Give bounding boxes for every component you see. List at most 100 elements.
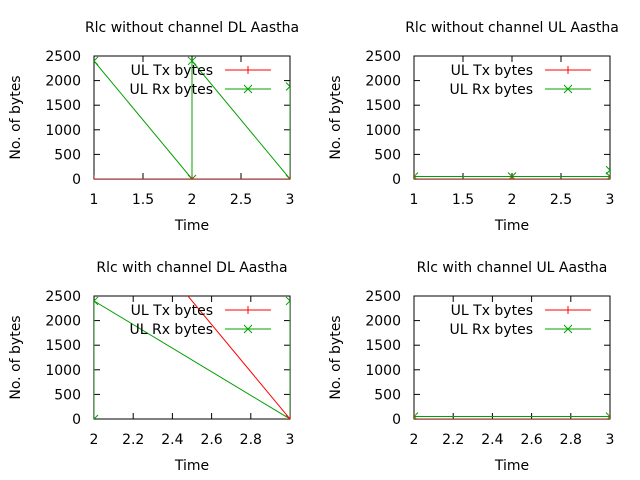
series-ul-tx-bytes	[187, 296, 290, 419]
legend-marker	[564, 66, 572, 74]
x-tick-label: 2	[508, 192, 517, 208]
x-axis-label: Time	[494, 218, 529, 234]
series-line	[414, 170, 610, 178]
x-tick-label: 2	[90, 432, 99, 448]
data-point	[508, 175, 516, 179]
legend-label: UL Rx bytes	[129, 322, 213, 338]
legend-marker	[563, 324, 573, 334]
x-tick-label: 2.2	[442, 432, 464, 448]
data-point	[94, 296, 99, 306]
data-point	[94, 56, 99, 66]
legend-marker	[243, 324, 253, 334]
y-tick-label: 2500	[45, 289, 81, 305]
chart-title: Rlc without channel DL Aastha	[85, 20, 299, 36]
series-ul-rx-bytes	[94, 56, 290, 179]
legend: UL Tx bytes UL Rx bytes	[449, 303, 591, 338]
y-tick-label: 2000	[365, 74, 401, 90]
x-axis-label: Time	[174, 218, 209, 234]
chart-panel-2: Rlc without channel UL Aastha Time No. of …	[328, 20, 619, 234]
chart-panel-3: Rlc with channel DL Aastha Time No. of byt…	[8, 260, 295, 474]
y-tick-label: 2000	[45, 74, 81, 90]
data-point	[188, 175, 196, 179]
legend-marker	[244, 66, 252, 74]
y-tick-label: 2000	[45, 314, 81, 330]
y-axis-label: No. of bytes	[8, 75, 24, 159]
data-point	[94, 175, 98, 179]
legend-label: UL Rx bytes	[449, 322, 533, 338]
y-tick-label: 2500	[45, 49, 81, 65]
x-tick-label: 2.5	[550, 192, 572, 208]
y-tick-label: 1000	[45, 123, 81, 139]
y-tick-label: 1500	[45, 98, 81, 114]
x-tick-label: 1.5	[132, 192, 154, 208]
x-tick-label: 2.5	[230, 192, 252, 208]
x-tick-label: 3	[286, 192, 295, 208]
legend-label: UL Tx bytes	[131, 63, 213, 79]
y-tick-label: 1500	[365, 338, 401, 354]
legend-marker	[244, 306, 252, 314]
x-tick-label: 2.6	[200, 432, 222, 448]
legend-label: UL Tx bytes	[451, 63, 533, 79]
series-line	[94, 300, 290, 419]
chart-title: Rlc with channel UL Aastha	[417, 260, 608, 276]
y-tick-label: 500	[374, 147, 401, 163]
y-tick-label: 0	[392, 412, 401, 428]
series-ul-rx-bytes	[414, 412, 610, 419]
x-tick-label: 1	[410, 192, 419, 208]
legend-label: UL Rx bytes	[449, 82, 533, 98]
x-axis-label: Time	[494, 458, 529, 474]
data-point	[414, 412, 419, 419]
y-tick-label: 500	[374, 387, 401, 403]
x-tick-label: 2.4	[481, 432, 503, 448]
x-tick-label: 2.8	[560, 432, 582, 448]
legend: UL Tx bytes UL Rx bytes	[129, 303, 271, 338]
y-tick-label: 1500	[365, 98, 401, 114]
data-point	[605, 412, 610, 419]
chart-panel-1: Rlc without channel DL Aastha Time No. of …	[8, 20, 299, 234]
y-tick-label: 1500	[45, 338, 81, 354]
data-point	[414, 172, 419, 179]
y-axis-label: No. of bytes	[8, 315, 24, 399]
x-axis-label: Time	[174, 458, 209, 474]
x-tick-label: 2.8	[240, 432, 262, 448]
x-tick-label: 1	[90, 192, 99, 208]
legend: UL Tx bytes UL Rx bytes	[449, 63, 591, 98]
x-tick-label: 3	[606, 192, 615, 208]
data-point	[605, 172, 610, 179]
y-tick-label: 0	[72, 412, 81, 428]
x-tick-label: 2	[188, 192, 197, 208]
x-tick-label: 2.6	[520, 432, 542, 448]
data-point	[605, 165, 610, 175]
chart-panel-4: Rlc with channel UL Aastha Time No. of byt…	[328, 260, 614, 474]
legend-marker	[564, 306, 572, 314]
x-tick-label: 1.5	[452, 192, 474, 208]
x-tick-label: 3	[606, 432, 615, 448]
y-axis-label: No. of bytes	[328, 315, 344, 399]
data-point	[187, 174, 197, 179]
y-tick-label: 2000	[365, 314, 401, 330]
data-point	[285, 174, 290, 179]
x-tick-label: 3	[286, 432, 295, 448]
y-axis-label: No. of bytes	[328, 75, 344, 159]
legend-label: UL Tx bytes	[451, 303, 533, 319]
legend-marker	[243, 84, 253, 94]
legend-label: UL Rx bytes	[129, 82, 213, 98]
data-point	[94, 414, 99, 419]
y-tick-label: 2500	[365, 49, 401, 65]
x-tick-label: 2.4	[161, 432, 183, 448]
y-tick-label: 2500	[365, 289, 401, 305]
data-point	[285, 82, 290, 91]
legend-label: UL Tx bytes	[131, 303, 213, 319]
y-tick-label: 500	[54, 387, 81, 403]
legend-marker	[563, 84, 573, 94]
y-tick-label: 1000	[45, 363, 81, 379]
series-line	[187, 296, 290, 419]
y-tick-label: 0	[392, 172, 401, 188]
y-tick-label: 1000	[365, 123, 401, 139]
chart-title: Rlc with channel DL Aastha	[96, 260, 287, 276]
x-tick-label: 2	[410, 432, 419, 448]
y-tick-label: 0	[72, 172, 81, 188]
y-tick-label: 500	[54, 147, 81, 163]
data-point	[285, 296, 290, 306]
